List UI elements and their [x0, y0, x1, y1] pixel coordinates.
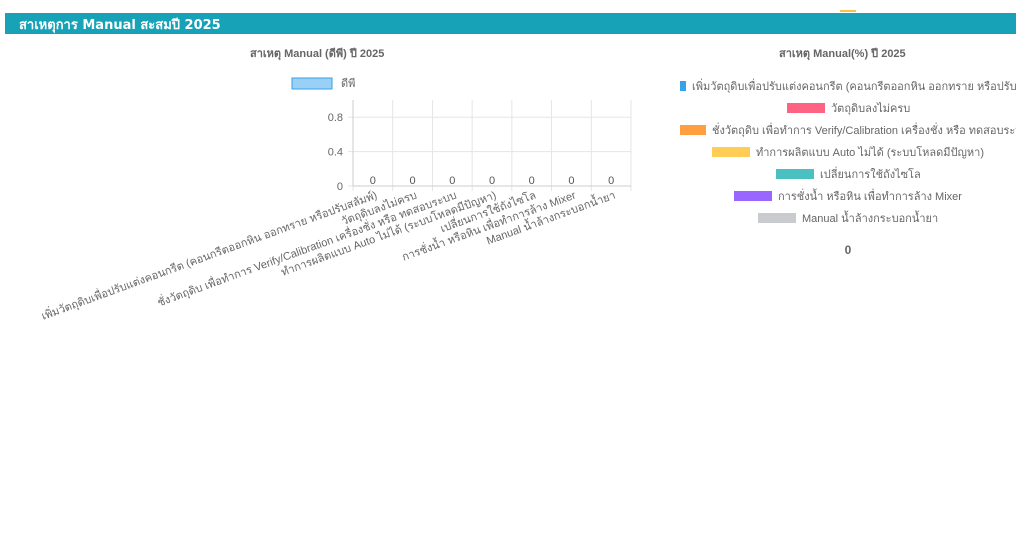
pie-legend-item[interactable]: ชั่งวัตถุดิบ เพื่อทำการ Verify/Calibrati…: [680, 121, 1016, 137]
y-tick-label: 0.4: [328, 147, 343, 159]
bar-chart: ดีพี00.40.80เพิ่มวัตถุดิบเพื่อปรับแต่งคอ…: [39, 77, 632, 323]
pie-legend-item[interactable]: เปลี่ยนการใช้ถังไซโล: [776, 165, 921, 181]
pie-legend-item[interactable]: Manual น้ำล้างกระบอกน้ำยา: [758, 209, 939, 225]
header-bar: สาเหตุการ Manual สะสมปี 2025: [5, 13, 1016, 34]
pie-legend-item[interactable]: เพิ่มวัตถุดิบเพื่อปรับแต่งคอนกรีต (คอนกร…: [680, 77, 1016, 93]
pie-legend-item[interactable]: วัตถุดิบลงไม่ครบ: [787, 99, 911, 115]
pie-legend-label: Manual น้ำล้างกระบอกน้ำยา: [802, 213, 939, 225]
bar-data-label: 0: [568, 175, 574, 187]
pie-legend-label: เปลี่ยนการใช้ถังไซโล: [820, 169, 921, 181]
y-tick-label: 0.8: [328, 112, 343, 124]
bar-data-label: 0: [410, 175, 416, 187]
bar-data-label: 0: [529, 175, 535, 187]
bar-data-label: 0: [370, 175, 376, 187]
pie-legend-swatch: [680, 125, 706, 135]
pie-legend-label: ทำการผลิตแบบ Auto ไม่ได้ (ระบบโหลดมีปัญห…: [756, 147, 984, 159]
header-accent-line: [840, 10, 856, 12]
page-title: สาเหตุการ Manual สะสมปี 2025: [19, 18, 221, 33]
pie-legend-swatch: [776, 169, 814, 179]
bar-data-label: 0: [489, 175, 495, 187]
pie-legend-item[interactable]: การชั่งน้ำ หรือหิน เพื่อทำการล้าง Mixer: [734, 187, 962, 203]
pie-chart-panel: สาเหตุ Manual(%) ปี 2025 เพิ่มวัตถุดิบเพ…: [680, 40, 1016, 270]
pie-legend-label: เพิ่มวัตถุดิบเพื่อปรับแต่งคอนกรีต (คอนกร…: [692, 81, 1016, 93]
pie-legend-item[interactable]: ทำการผลิตแบบ Auto ไม่ได้ (ระบบโหลดมีปัญห…: [712, 143, 984, 159]
pie-chart-title: สาเหตุ Manual(%) ปี 2025: [779, 48, 906, 60]
legend-label: ดีพี: [341, 77, 355, 90]
bar-data-label: 0: [449, 175, 455, 187]
y-tick-label: 0: [337, 181, 343, 193]
pie-legend-label: ชั่งวัตถุดิบ เพื่อทำการ Verify/Calibrati…: [712, 125, 1016, 137]
pie-legend-swatch: [758, 213, 796, 223]
pie-legend-label: การชั่งน้ำ หรือหิน เพื่อทำการล้าง Mixer: [778, 191, 962, 203]
pie-legend-swatch: [787, 103, 825, 113]
pie-legend-swatch: [680, 81, 686, 91]
bar-data-label: 0: [608, 175, 614, 187]
pie-total-label: 0: [844, 243, 852, 257]
pie-legend-swatch: [734, 191, 772, 201]
pie-legend-label: วัตถุดิบลงไม่ครบ: [831, 103, 911, 115]
pie-legend-swatch: [712, 147, 750, 157]
legend-swatch: [291, 77, 333, 90]
bar-chart-title: สาเหตุ Manual (ดีพี) ปี 2025: [250, 48, 385, 60]
